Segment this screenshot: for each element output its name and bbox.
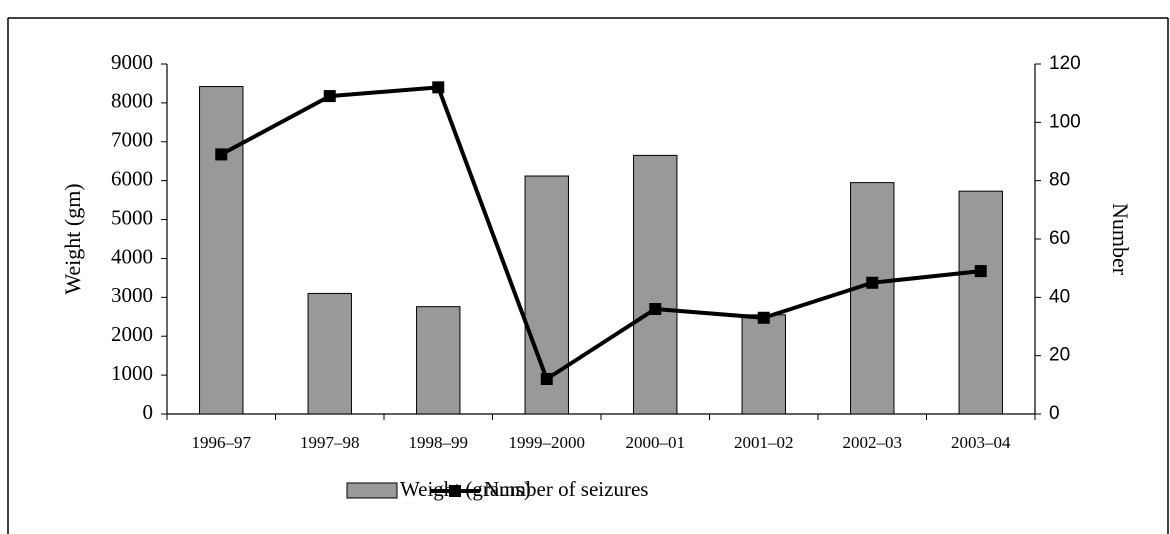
y-tick-label: 0 xyxy=(143,400,154,424)
x-tick-label: 2002–03 xyxy=(843,433,903,452)
y2-tick-label: 40 xyxy=(1049,286,1070,307)
marker xyxy=(540,373,553,385)
marker xyxy=(323,90,336,103)
y2-tick-label: 60 xyxy=(1049,228,1070,249)
x-tick-label: 1996–97 xyxy=(192,433,252,452)
y2-tick-label: 20 xyxy=(1049,345,1070,366)
y2-tick-label: 120 xyxy=(1049,53,1081,74)
y2-tick-label: 100 xyxy=(1049,111,1081,132)
y2-tick-label: 0 xyxy=(1049,403,1060,424)
bar xyxy=(416,306,461,415)
marker xyxy=(757,311,770,324)
bar xyxy=(199,86,244,415)
y2-tick-label: 80 xyxy=(1049,170,1070,191)
bar xyxy=(958,190,1003,415)
y2-axis-label: Number xyxy=(1108,203,1133,276)
y-tick-label: 3000 xyxy=(111,283,153,307)
x-tick-label: 2003–04 xyxy=(951,433,1011,452)
bar xyxy=(633,154,678,415)
y-tick-label: 2000 xyxy=(111,322,153,346)
y-tick-label: 4000 xyxy=(111,244,153,268)
y-tick-label: 1000 xyxy=(111,361,153,385)
x-tick-label: 1999–2000 xyxy=(509,433,586,452)
marker xyxy=(974,265,987,278)
y-tick-label: 5000 xyxy=(111,205,153,229)
bar xyxy=(741,314,786,415)
x-tick-label: 1998–99 xyxy=(409,433,469,452)
x-tick-label: 1997–98 xyxy=(300,433,360,452)
y-tick-label: 7000 xyxy=(111,128,153,152)
marker xyxy=(215,148,228,161)
bar xyxy=(307,292,352,415)
bar xyxy=(850,182,895,415)
y-tick-label: 6000 xyxy=(111,166,153,190)
y-axis-label: Weight (gm) xyxy=(60,183,85,294)
line xyxy=(220,85,981,381)
y-tick-label: 9000 xyxy=(111,50,153,74)
legend-marker xyxy=(449,485,461,497)
legend-label: Number of seizures xyxy=(484,477,648,501)
x-tick-label: 2000–01 xyxy=(626,433,686,452)
legend-swatch xyxy=(346,482,398,499)
legend-label: Weight (grams) xyxy=(400,477,531,501)
y-tick-label: 8000 xyxy=(111,89,153,113)
marker xyxy=(432,81,445,94)
marker xyxy=(866,276,879,289)
x-tick-label: 2001–02 xyxy=(734,433,794,452)
marker xyxy=(649,303,662,315)
